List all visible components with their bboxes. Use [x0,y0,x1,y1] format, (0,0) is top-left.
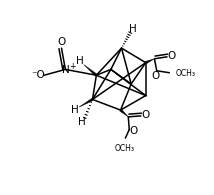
Text: H: H [71,105,79,115]
Text: H: H [76,56,83,66]
Polygon shape [120,109,128,117]
Text: N: N [62,65,70,75]
Text: +: + [69,62,76,71]
Text: ⁻O: ⁻O [32,70,46,80]
Text: O: O [57,37,65,47]
Polygon shape [84,65,97,76]
Polygon shape [145,59,155,64]
Text: OCH₃: OCH₃ [175,69,195,78]
Text: OCH₃: OCH₃ [115,144,135,153]
Text: O: O [129,126,137,136]
Text: H: H [129,24,137,34]
Text: O: O [141,110,149,120]
Text: O: O [167,51,175,61]
Text: H: H [78,117,86,127]
Polygon shape [79,98,93,107]
Text: O: O [152,71,160,81]
